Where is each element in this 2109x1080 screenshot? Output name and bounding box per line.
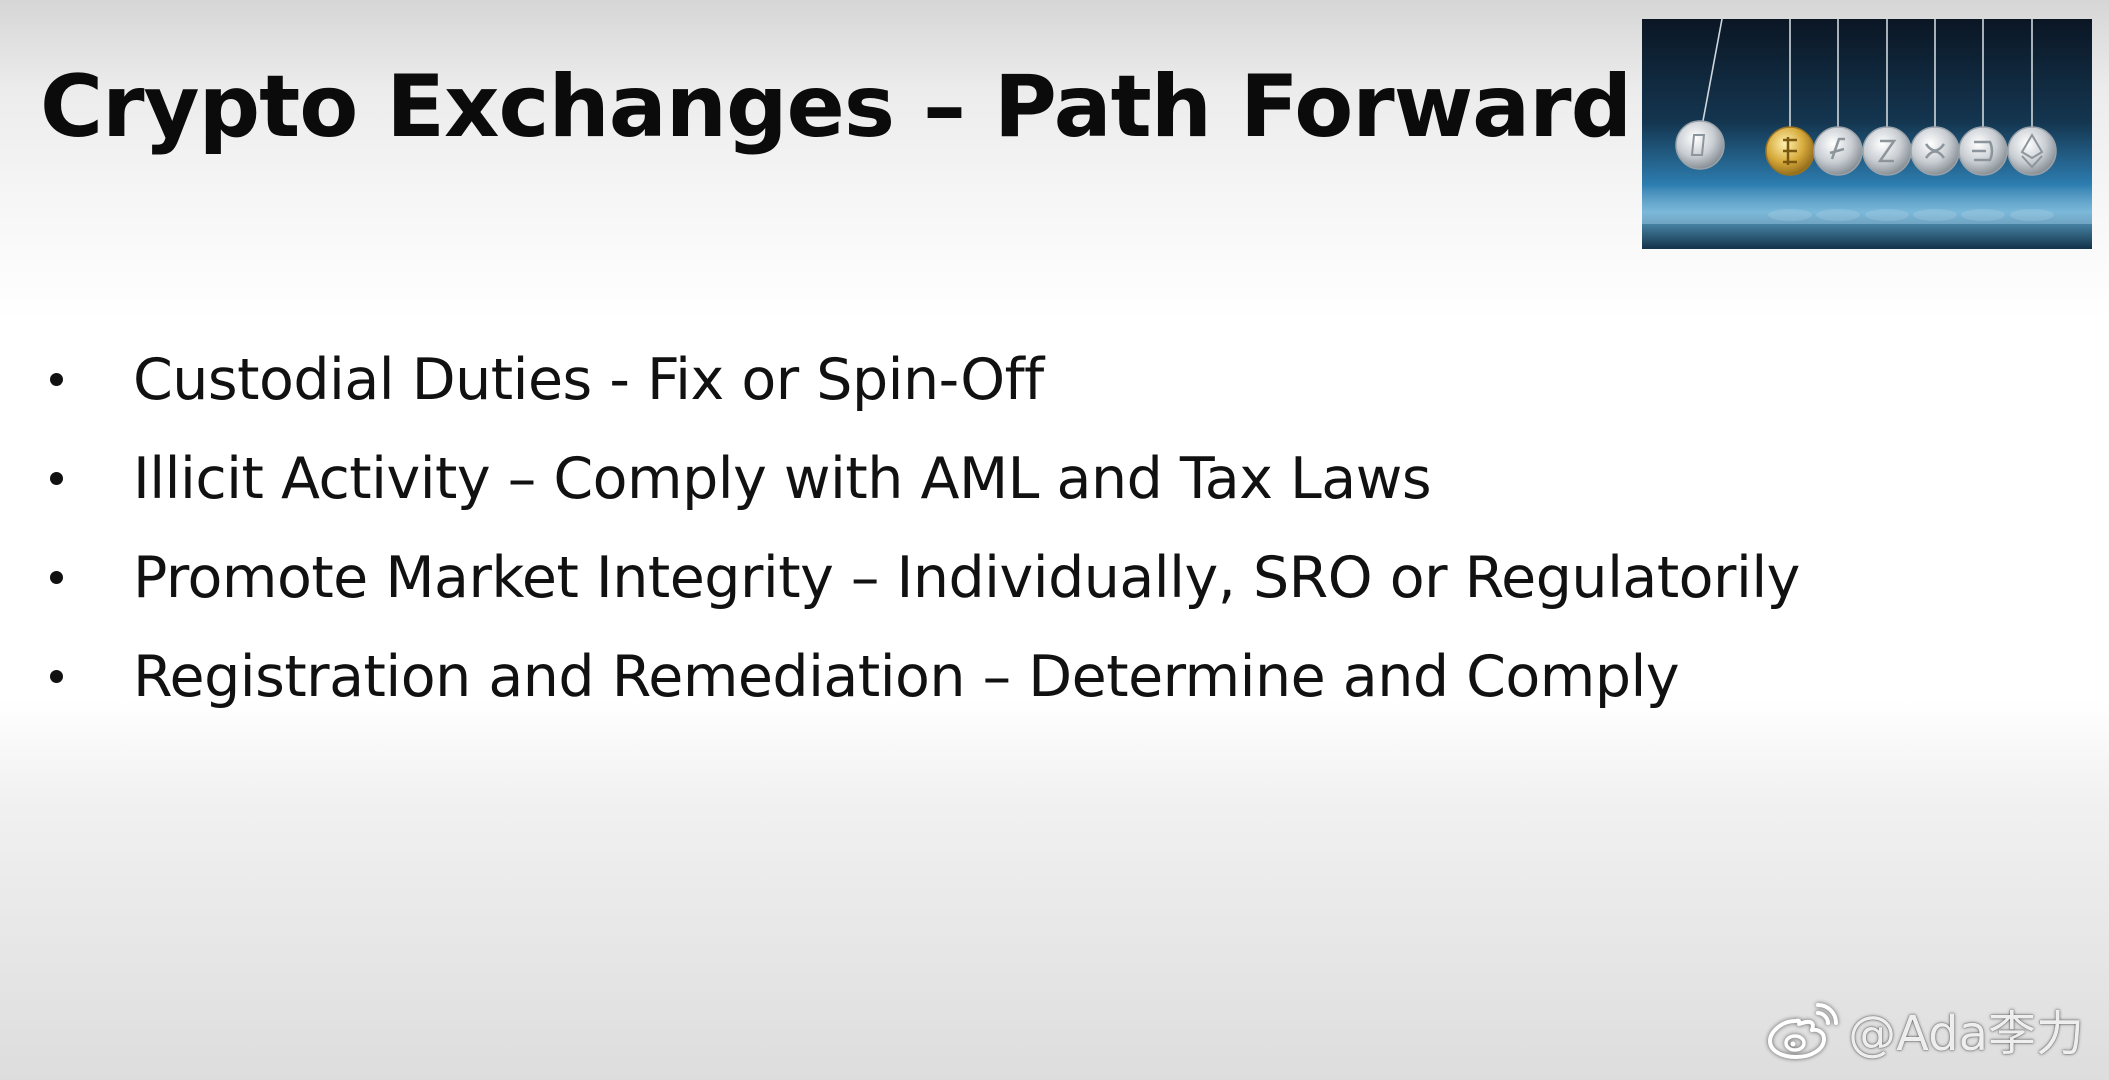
bullet-text: Illicit Activity – Comply with AML and T… — [133, 445, 1432, 512]
slide-title: Crypto Exchanges – Path Forward — [40, 57, 1632, 157]
newtons-cradle-crypto-coins-icon — [1642, 19, 2092, 249]
bullet-text: Custodial Duties - Fix or Spin-Off — [133, 346, 1044, 413]
watermark-text: @Ada李力 — [1848, 1006, 2084, 1062]
bullet-item: Illicit Activity – Comply with AML and T… — [50, 429, 1800, 528]
bullet-dot-icon — [50, 472, 63, 485]
bullet-list: Custodial Duties - Fix or Spin-Off Illic… — [50, 330, 1800, 726]
bullet-dot-icon — [50, 373, 63, 386]
bullet-item: Promote Market Integrity – Individually,… — [50, 528, 1800, 627]
bullet-dot-icon — [50, 571, 63, 584]
bullet-dot-icon — [50, 670, 63, 683]
bullet-item: Custodial Duties - Fix or Spin-Off — [50, 330, 1800, 429]
weibo-icon — [1766, 999, 1839, 1059]
bullet-text: Promote Market Integrity – Individually,… — [133, 544, 1800, 611]
watermark: @Ada李力 — [1766, 994, 2084, 1064]
bullet-item: Registration and Remediation – Determine… — [50, 627, 1800, 726]
bullet-text: Registration and Remediation – Determine… — [133, 643, 1680, 710]
